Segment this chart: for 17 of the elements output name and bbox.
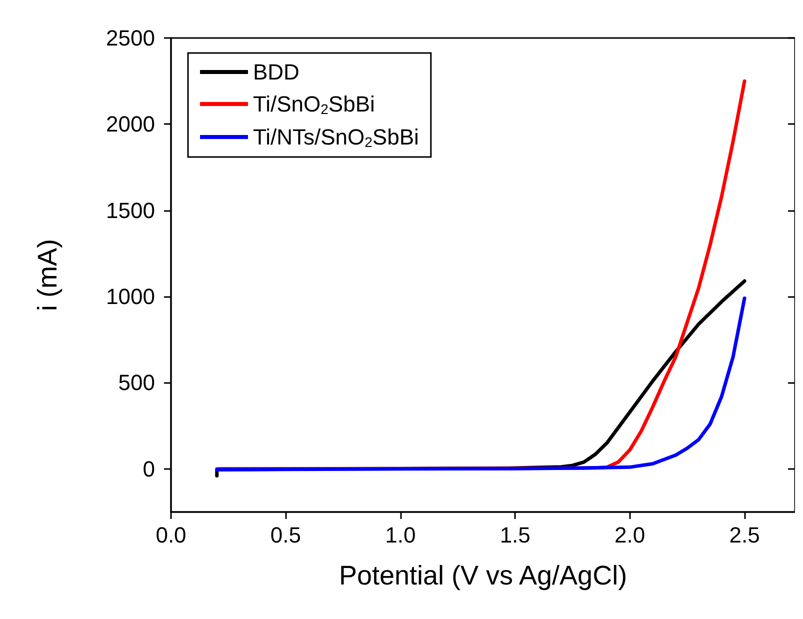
y-tick-label: 1500: [106, 198, 155, 223]
y-axis-title: i (mA): [32, 239, 62, 311]
y-tick-label: 0: [142, 456, 155, 482]
y-tick-label: 2000: [106, 112, 155, 137]
y-tick-label: 500: [118, 370, 155, 396]
x-tick-label: 0.0: [156, 522, 186, 548]
x-tick-label: 1.5: [500, 522, 530, 548]
legend-label: Ti/SnO2SbBi: [253, 92, 375, 117]
legend-label: Ti/NTs/SnO2SbBi: [253, 124, 419, 150]
x-tick-label: 1.0: [385, 522, 416, 548]
x-tick-label: 0.5: [270, 522, 302, 548]
legend-label: BDD: [253, 60, 300, 84]
x-tick-label: 2.0: [614, 522, 646, 548]
y-tick-label: 2500: [106, 26, 155, 50]
y-tick-label: 1000: [106, 284, 155, 310]
x-tick-label: 2.5: [729, 522, 760, 548]
x-axis-title: Potential (V vs Ag/AgCl): [338, 560, 628, 590]
